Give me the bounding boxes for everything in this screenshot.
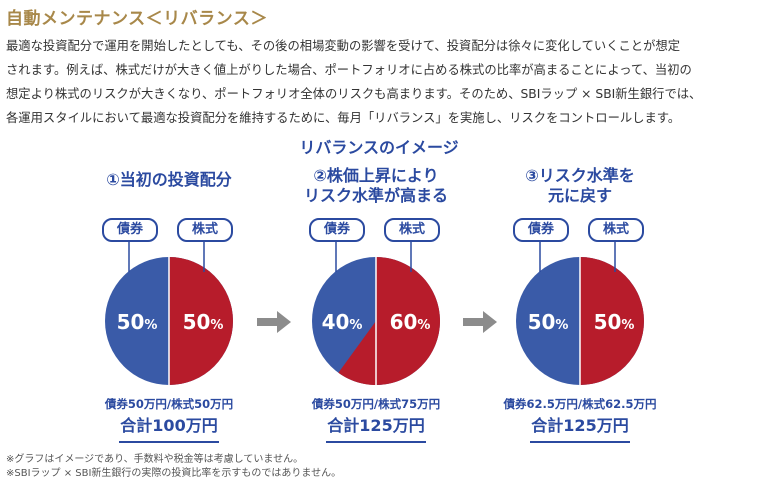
step-heading: ③リスク水準を 元に戻す bbox=[480, 166, 680, 210]
bond-label: 債券 bbox=[309, 218, 365, 242]
total-amount: 合計125万円 bbox=[530, 412, 630, 443]
bond-percent: 50% bbox=[117, 310, 158, 334]
allocation-step: ①当初の投資配分 50% 50% 債券 株式 債券50万円/株式50万円 合計10… bbox=[69, 166, 269, 443]
heading-line: 元に戻す bbox=[547, 186, 612, 205]
breakdown-text: 債券50万円/株式75万円 bbox=[311, 397, 441, 411]
step-heading: ②株価上昇により リスク水準が高まる bbox=[276, 166, 476, 210]
heading-line: リスク水準が高まる bbox=[303, 186, 448, 205]
stock-slice bbox=[338, 257, 440, 385]
allocation-pie-chart: 50% 50% bbox=[105, 242, 233, 385]
arrow-right-icon bbox=[463, 311, 497, 333]
stock-label: 株式 bbox=[588, 218, 644, 242]
breakdown-text: 債券50万円/株式50万円 bbox=[104, 397, 234, 411]
stock-percent: 60% bbox=[390, 310, 431, 334]
heading-line: ③リスク水準を bbox=[525, 166, 635, 185]
description-line: されます。例えば、株式だけが大きく値上がりした場合、ポートフォリオに占める株式の… bbox=[6, 63, 692, 77]
stock-label: 株式 bbox=[177, 218, 233, 242]
stock-percent: 50% bbox=[594, 310, 635, 334]
footnote: ※SBIラップ × SBI新生銀行の実際の投資比率を示すものではありません。 bbox=[6, 468, 342, 479]
total-amount: 合計100万円 bbox=[119, 412, 219, 443]
section-title: 自動メンテナンス＜リバランス＞ bbox=[6, 9, 268, 29]
footnote: ※グラフはイメージであり、手数料や税金等は考慮していません。 bbox=[6, 454, 304, 465]
stock-label: 株式 bbox=[384, 218, 440, 242]
total-amount: 合計125万円 bbox=[326, 412, 426, 443]
stock-percent: 50% bbox=[183, 310, 224, 334]
breakdown-text: 債券62.5万円/株式62.5万円 bbox=[503, 397, 657, 411]
stock-slice bbox=[169, 257, 233, 385]
step-heading: ①当初の投資配分 bbox=[69, 166, 269, 214]
arrow-right-icon bbox=[257, 311, 291, 333]
bond-label: 債券 bbox=[513, 218, 569, 242]
heading-line: ①当初の投資配分 bbox=[106, 170, 232, 189]
bond-label: 債券 bbox=[102, 218, 158, 242]
heading-line: ②株価上昇により bbox=[313, 166, 439, 185]
bond-percent: 50% bbox=[528, 310, 569, 334]
description: 最適な投資配分で運用を開始したとしても、その後の相場変動の影響を受けて、投資配分… bbox=[6, 34, 756, 130]
allocation-step: ②株価上昇により リスク水準が高まる 40% 60% 債券 株式 債券50万円/株式… bbox=[276, 166, 476, 443]
allocation-pie-chart: 50% 50% bbox=[516, 242, 644, 385]
image-title: リバランスのイメージ bbox=[299, 138, 459, 157]
description-line: 最適な投資配分で運用を開始したとしても、その後の相場変動の影響を受けて、投資配分… bbox=[6, 39, 680, 53]
description-line: 各運用スタイルにおいて最適な投資配分を維持するために、毎月「リバランス」を実施し… bbox=[6, 111, 681, 125]
stock-slice bbox=[580, 257, 644, 385]
bond-percent: 40% bbox=[322, 310, 363, 334]
description-line: 想定より株式のリスクが大きくなり、ポートフォリオ全体のリスクも高まります。そのた… bbox=[6, 87, 702, 101]
allocation-pie-chart: 40% 60% bbox=[312, 242, 440, 385]
allocation-step: ③リスク水準を 元に戻す 50% 50% 債券 株式 債券62.5万円/株式62.5… bbox=[480, 166, 680, 443]
